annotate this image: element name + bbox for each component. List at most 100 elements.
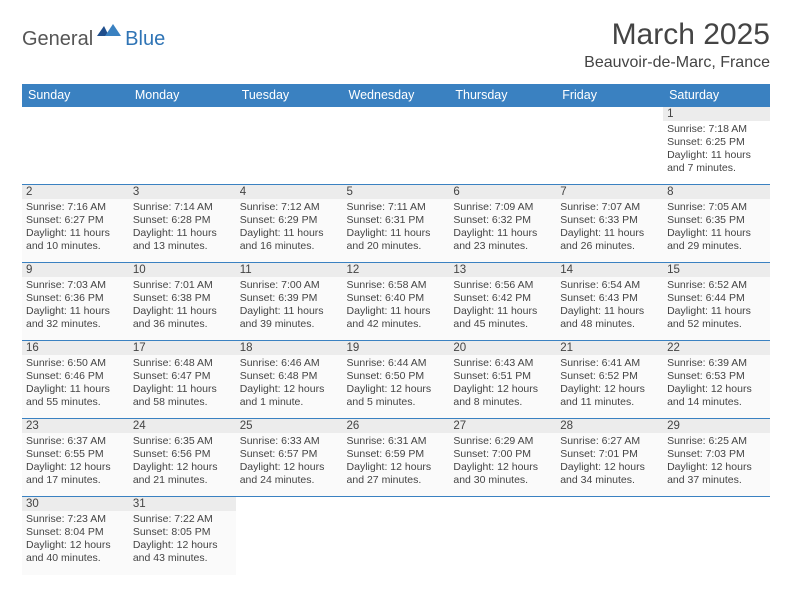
day-number: 29: [663, 419, 770, 433]
calendar-day: 3Sunrise: 7:14 AMSunset: 6:28 PMDaylight…: [129, 185, 236, 263]
month-title: March 2025: [584, 18, 770, 52]
calendar-day: 2 Sunrise: 7:16 AMSunset: 6:27 PMDaylight…: [22, 185, 129, 263]
day-number: 4: [236, 185, 343, 199]
day-info: Sunrise: 7:11 AMSunset: 6:31 PMDaylight:…: [347, 201, 446, 254]
day-info: Sunrise: 7:14 AMSunset: 6:28 PMDaylight:…: [133, 201, 232, 254]
calendar-day: 8Sunrise: 7:05 AMSunset: 6:35 PMDaylight…: [663, 185, 770, 263]
calendar-week: 16 Sunrise: 6:50 AMSunset: 6:46 PMDayligh…: [22, 341, 770, 419]
calendar-day: 6Sunrise: 7:09 AMSunset: 6:32 PMDaylight…: [449, 185, 556, 263]
calendar-day: 5Sunrise: 7:11 AMSunset: 6:31 PMDaylight…: [343, 185, 450, 263]
day-info: Sunrise: 6:37 AMSunset: 6:55 PMDaylight:…: [26, 435, 125, 488]
calendar-day: 7 Sunrise: 7:07 AMSunset: 6:33 PMDaylight…: [556, 185, 663, 263]
day-number: 7: [556, 185, 663, 199]
calendar-day: 23 Sunrise: 6:37 AMSunset: 6:55 PMDayligh…: [22, 419, 129, 497]
location: Beauvoir-de-Marc, France: [584, 54, 770, 72]
day-info: Sunrise: 6:44 AMSunset: 6:50 PMDaylight:…: [347, 357, 446, 410]
calendar-day: [449, 497, 556, 575]
day-info: Sunrise: 6:56 AMSunset: 6:42 PMDaylight:…: [453, 279, 552, 332]
day-info: Sunrise: 7:07 AMSunset: 6:33 PMDaylight:…: [560, 201, 659, 254]
calendar-week: 1 Sunrise: 7:18 AMSunset: 6:25 PMDaylight…: [22, 107, 770, 185]
calendar-week: 30 Sunrise: 7:23 AMSunset: 8:04 PMDayligh…: [22, 497, 770, 575]
day-number: 11: [236, 263, 343, 277]
calendar-week: 23 Sunrise: 6:37 AMSunset: 6:55 PMDayligh…: [22, 419, 770, 497]
day-number: 2: [22, 185, 129, 199]
weekday-header: Monday: [129, 84, 236, 107]
day-number: 9: [22, 263, 129, 277]
calendar-day: [556, 107, 663, 185]
calendar-day: 11 Sunrise: 7:00 AMSunset: 6:39 PMDayligh…: [236, 263, 343, 341]
calendar-day: 28Sunrise: 6:27 AMSunset: 7:01 PMDayligh…: [556, 419, 663, 497]
calendar-day: [22, 107, 129, 185]
day-info: Sunrise: 6:48 AMSunset: 6:47 PMDaylight:…: [133, 357, 232, 410]
calendar-day: 13Sunrise: 6:56 AMSunset: 6:42 PMDayligh…: [449, 263, 556, 341]
weekday-header: Saturday: [663, 84, 770, 107]
day-info: Sunrise: 7:03 AMSunset: 6:36 PMDaylight:…: [26, 279, 125, 332]
flag-icon: [97, 24, 123, 47]
day-info: Sunrise: 6:43 AMSunset: 6:51 PMDaylight:…: [453, 357, 552, 410]
day-info: Sunrise: 6:58 AMSunset: 6:40 PMDaylight:…: [347, 279, 446, 332]
calendar-day: 30 Sunrise: 7:23 AMSunset: 8:04 PMDayligh…: [22, 497, 129, 575]
day-info: Sunrise: 6:54 AMSunset: 6:43 PMDaylight:…: [560, 279, 659, 332]
calendar-day: [343, 497, 450, 575]
day-info: Sunrise: 6:33 AMSunset: 6:57 PMDaylight:…: [240, 435, 339, 488]
day-number: 25: [236, 419, 343, 433]
day-info: Sunrise: 7:22 AMSunset: 8:05 PMDaylight:…: [133, 513, 232, 566]
day-info: Sunrise: 7:18 AMSunset: 6:25 PMDaylight:…: [667, 123, 766, 176]
day-info: Sunrise: 6:29 AMSunset: 7:00 PMDaylight:…: [453, 435, 552, 488]
weekday-header: Thursday: [449, 84, 556, 107]
calendar-day: 19 Sunrise: 6:44 AMSunset: 6:50 PMDayligh…: [343, 341, 450, 419]
day-number: 8: [663, 185, 770, 199]
calendar-week: 9 Sunrise: 7:03 AMSunset: 6:36 PMDaylight…: [22, 263, 770, 341]
day-number: 10: [129, 263, 236, 277]
day-info: Sunrise: 7:00 AMSunset: 6:39 PMDaylight:…: [240, 279, 339, 332]
day-number: 30: [22, 497, 129, 511]
day-number: 12: [343, 263, 450, 277]
day-number: 23: [22, 419, 129, 433]
calendar-day: [449, 107, 556, 185]
day-info: Sunrise: 7:23 AMSunset: 8:04 PMDaylight:…: [26, 513, 125, 566]
calendar-day: 25 Sunrise: 6:33 AMSunset: 6:57 PMDayligh…: [236, 419, 343, 497]
weekday-header: Tuesday: [236, 84, 343, 107]
calendar-day: 1 Sunrise: 7:18 AMSunset: 6:25 PMDaylight…: [663, 107, 770, 185]
calendar-day: [236, 497, 343, 575]
day-info: Sunrise: 6:52 AMSunset: 6:44 PMDaylight:…: [667, 279, 766, 332]
calendar-day: 12 Sunrise: 6:58 AMSunset: 6:40 PMDayligh…: [343, 263, 450, 341]
calendar-day: 18Sunrise: 6:46 AMSunset: 6:48 PMDayligh…: [236, 341, 343, 419]
calendar-day: 17 Sunrise: 6:48 AMSunset: 6:47 PMDayligh…: [129, 341, 236, 419]
day-info: Sunrise: 6:50 AMSunset: 6:46 PMDaylight:…: [26, 357, 125, 410]
day-info: Sunrise: 6:39 AMSunset: 6:53 PMDaylight:…: [667, 357, 766, 410]
day-number: 19: [343, 341, 450, 355]
calendar-day: 10Sunrise: 7:01 AMSunset: 6:38 PMDayligh…: [129, 263, 236, 341]
calendar-week: 2 Sunrise: 7:16 AMSunset: 6:27 PMDaylight…: [22, 185, 770, 263]
calendar-day: 9 Sunrise: 7:03 AMSunset: 6:36 PMDaylight…: [22, 263, 129, 341]
day-number: 1: [663, 107, 770, 121]
day-number: 20: [449, 341, 556, 355]
calendar-day: 14 Sunrise: 6:54 AMSunset: 6:43 PMDayligh…: [556, 263, 663, 341]
day-number: 15: [663, 263, 770, 277]
day-info: Sunrise: 7:16 AMSunset: 6:27 PMDaylight:…: [26, 201, 125, 254]
calendar-day: 20 Sunrise: 6:43 AMSunset: 6:51 PMDayligh…: [449, 341, 556, 419]
day-number: 24: [129, 419, 236, 433]
calendar-day: [343, 107, 450, 185]
calendar-day: 4Sunrise: 7:12 AMSunset: 6:29 PMDaylight…: [236, 185, 343, 263]
day-number: 17: [129, 341, 236, 355]
calendar-day: 24Sunrise: 6:35 AMSunset: 6:56 PMDayligh…: [129, 419, 236, 497]
calendar-day: 15 Sunrise: 6:52 AMSunset: 6:44 PMDayligh…: [663, 263, 770, 341]
day-number: 6: [449, 185, 556, 199]
day-number: 16: [22, 341, 129, 355]
calendar-table: SundayMondayTuesdayWednesdayThursdayFrid…: [22, 84, 770, 575]
weekday-header: Wednesday: [343, 84, 450, 107]
calendar-day: 26Sunrise: 6:31 AMSunset: 6:59 PMDayligh…: [343, 419, 450, 497]
weekday-header: Friday: [556, 84, 663, 107]
calendar-day: 31 Sunrise: 7:22 AMSunset: 8:05 PMDayligh…: [129, 497, 236, 575]
calendar-day: 21Sunrise: 6:41 AMSunset: 6:52 PMDayligh…: [556, 341, 663, 419]
day-number: 28: [556, 419, 663, 433]
day-info: Sunrise: 6:31 AMSunset: 6:59 PMDaylight:…: [347, 435, 446, 488]
logo: General Blue: [22, 24, 165, 55]
calendar-day: 27Sunrise: 6:29 AMSunset: 7:00 PMDayligh…: [449, 419, 556, 497]
day-number: 14: [556, 263, 663, 277]
calendar-day: 16 Sunrise: 6:50 AMSunset: 6:46 PMDayligh…: [22, 341, 129, 419]
day-number: 31: [129, 497, 236, 511]
logo-text-general: General: [22, 28, 93, 51]
calendar-day: 22Sunrise: 6:39 AMSunset: 6:53 PMDayligh…: [663, 341, 770, 419]
